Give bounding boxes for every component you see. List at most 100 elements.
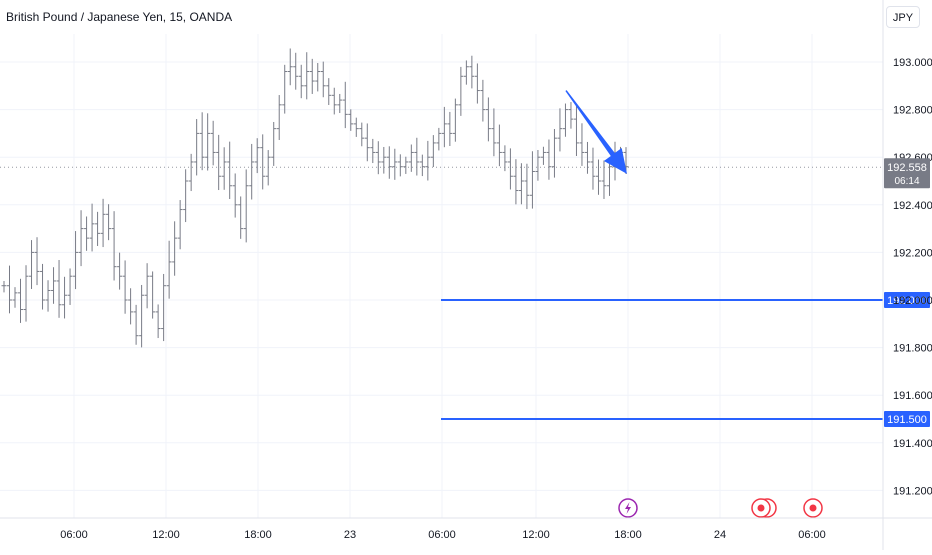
ohlc-bar <box>56 260 62 318</box>
x-tick-label: 12:00 <box>522 529 550 541</box>
ohlc-bar <box>381 146 387 174</box>
ohlc-bar <box>513 159 519 205</box>
level-price-tag <box>884 292 930 308</box>
x-tick-label: 23 <box>344 529 356 541</box>
lightning-icon[interactable] <box>618 498 638 518</box>
arrow-annotation[interactable] <box>565 90 627 174</box>
economic-event-icon[interactable] <box>803 498 823 518</box>
ohlc-bar <box>436 127 442 151</box>
ohlc-bar <box>463 60 469 85</box>
ohlc-bar <box>111 211 117 281</box>
x-tick-label: 18:00 <box>614 529 642 541</box>
ohlc-bar <box>392 148 398 180</box>
ohlc-bar <box>507 148 513 190</box>
x-tick-label: 24 <box>714 529 726 541</box>
ohlc-bar <box>62 276 68 319</box>
ohlc-bar <box>546 139 552 180</box>
ohlc-bar <box>414 137 420 176</box>
ohlc-bar <box>342 81 348 129</box>
ohlc-bar <box>40 263 46 310</box>
ohlc-bar <box>172 221 178 276</box>
y-tick-label: 191.400 <box>893 438 932 450</box>
arrow-shape[interactable] <box>565 90 627 174</box>
ohlc-bar <box>584 141 590 174</box>
y-tick-label: 192.200 <box>893 247 932 259</box>
ohlc-bar <box>370 138 376 164</box>
level-price-label: 192.000 <box>887 295 927 307</box>
ohlc-bar <box>364 123 370 162</box>
ohlc-bar <box>45 280 51 312</box>
ohlc-bar <box>117 252 123 290</box>
marker-dot <box>809 504 817 512</box>
event-markers[interactable] <box>618 498 823 518</box>
ohlc-bar <box>271 121 277 166</box>
ohlc-bar <box>353 117 359 137</box>
ohlc-bar <box>348 109 354 131</box>
ohlc-bar <box>51 267 57 304</box>
x-tick-label: 06:00 <box>428 529 456 541</box>
ohlc-bar <box>221 147 227 190</box>
ohlc-bar <box>150 271 156 319</box>
ohlc-bar <box>557 108 563 152</box>
symbol-title: British Pound / Japanese Yen, 15, OANDA <box>6 10 233 24</box>
ohlc-bar <box>128 288 134 325</box>
ohlc-bar <box>199 112 205 171</box>
ohlc-bar <box>535 150 541 181</box>
ohlc-bar <box>304 52 310 100</box>
ohlc-bar <box>326 78 332 105</box>
ohlc-bar <box>216 134 222 191</box>
currency-button[interactable]: JPY <box>886 6 920 28</box>
ohlc-bar <box>287 48 293 86</box>
ohlc-bar <box>276 95 282 140</box>
ohlc-bar <box>106 204 112 241</box>
ohlc-bar <box>12 287 18 308</box>
bar-countdown-label: 06:14 <box>894 176 919 187</box>
ohlc-bar <box>337 93 343 114</box>
ohlc-bar <box>100 198 106 248</box>
ohlc-bar <box>568 102 574 129</box>
ohlc-bar <box>84 216 90 251</box>
ohlc-bar <box>188 153 194 192</box>
ohlc-bar <box>540 146 546 165</box>
ohlc-bar <box>95 211 101 246</box>
ohlc-bar <box>441 106 447 148</box>
ohlc-bar <box>397 154 403 177</box>
lightning-glyph <box>625 502 631 514</box>
grid <box>0 34 883 518</box>
ohlc-bar <box>67 268 73 305</box>
ohlc-bar <box>155 304 161 339</box>
ohlc-bar <box>249 143 255 200</box>
ohlc-bar <box>260 134 266 190</box>
ohlc-bar <box>529 151 535 209</box>
ohlc-bar <box>408 144 414 172</box>
ohlc-bar <box>18 278 24 323</box>
ohlc-bar <box>78 210 84 267</box>
economic-event-icon[interactable] <box>751 498 777 518</box>
ohlc-bar <box>502 145 508 172</box>
level-price-label: 191.500 <box>887 414 927 426</box>
ohlc-bar <box>496 124 502 167</box>
ohlc-bar <box>606 158 612 196</box>
ohlc-bar <box>7 265 13 314</box>
ohlc-bar <box>425 140 431 181</box>
ohlc-bar <box>210 120 216 166</box>
ohlc-bar <box>89 203 95 252</box>
ohlc-bar <box>183 169 189 223</box>
ohlc-bar <box>133 304 139 345</box>
ohlc-bar <box>161 273 167 342</box>
x-tick-label: 12:00 <box>152 529 180 541</box>
ohlc-bar <box>551 128 557 178</box>
ohlc-bar <box>73 231 79 290</box>
horizontal-levels[interactable]: 192.000 191.500 <box>441 292 930 427</box>
ohlc-bar <box>419 154 425 177</box>
x-tick-label: 18:00 <box>244 529 272 541</box>
ohlc-bar <box>309 58 315 94</box>
ohlc-bar <box>265 150 271 186</box>
ohlc-bar <box>144 263 150 309</box>
ohlc-bar <box>359 122 365 147</box>
y-tick-label: 192.800 <box>893 105 932 117</box>
ohlc-bar <box>298 64 304 99</box>
